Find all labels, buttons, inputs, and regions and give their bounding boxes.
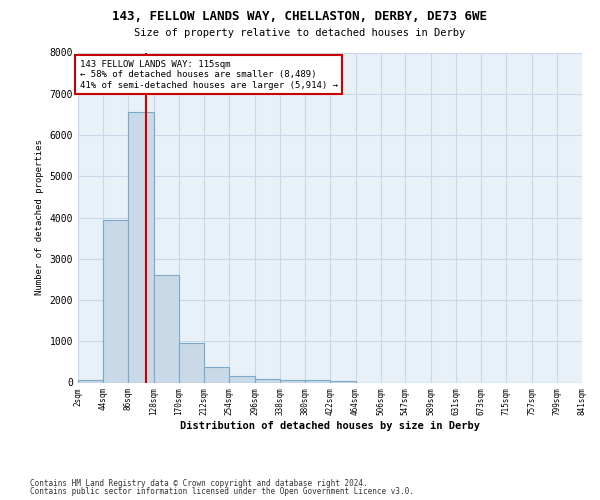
Text: 143, FELLOW LANDS WAY, CHELLASTON, DERBY, DE73 6WE: 143, FELLOW LANDS WAY, CHELLASTON, DERBY…	[113, 10, 487, 23]
Bar	[305, 380, 331, 382]
X-axis label: Distribution of detached houses by size in Derby: Distribution of detached houses by size …	[180, 420, 480, 430]
Bar	[78, 380, 103, 382]
Text: Size of property relative to detached houses in Derby: Size of property relative to detached ho…	[134, 28, 466, 38]
Bar	[229, 376, 254, 382]
Bar	[103, 220, 128, 382]
Text: Contains HM Land Registry data © Crown copyright and database right 2024.: Contains HM Land Registry data © Crown c…	[30, 478, 368, 488]
Bar	[254, 379, 280, 382]
Bar	[179, 344, 204, 382]
Y-axis label: Number of detached properties: Number of detached properties	[35, 140, 44, 296]
Text: Contains public sector information licensed under the Open Government Licence v3: Contains public sector information licen…	[30, 487, 414, 496]
Bar	[154, 275, 179, 382]
Bar	[128, 112, 154, 382]
Bar	[204, 367, 229, 382]
Bar	[280, 380, 305, 382]
Text: 143 FELLOW LANDS WAY: 115sqm
← 58% of detached houses are smaller (8,489)
41% of: 143 FELLOW LANDS WAY: 115sqm ← 58% of de…	[80, 60, 338, 90]
